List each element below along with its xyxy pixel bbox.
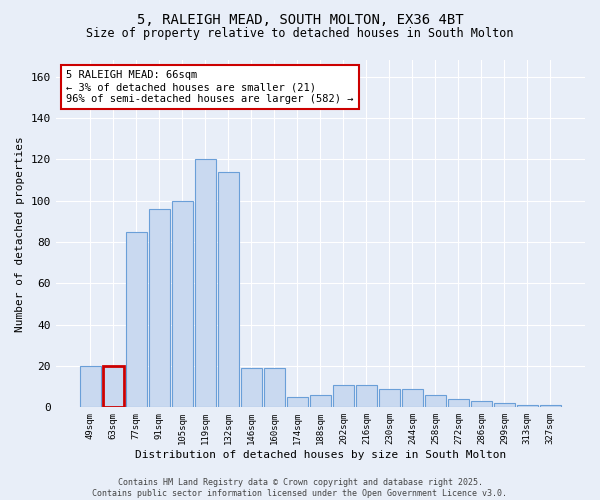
Text: Size of property relative to detached houses in South Molton: Size of property relative to detached ho… [86, 28, 514, 40]
Bar [218, 172, 239, 408]
Y-axis label: Number of detached properties: Number of detached properties [15, 136, 25, 332]
Text: Contains HM Land Registry data © Crown copyright and database right 2025.
Contai: Contains HM Land Registry data © Crown c… [92, 478, 508, 498]
Bar [80, 366, 101, 408]
Bar [310, 395, 331, 407]
Text: 5, RALEIGH MEAD, SOUTH MOLTON, EX36 4BT: 5, RALEIGH MEAD, SOUTH MOLTON, EX36 4BT [137, 12, 463, 26]
Bar [402, 388, 423, 407]
Bar [517, 406, 538, 407]
Bar [241, 368, 262, 408]
Bar [471, 401, 492, 407]
Text: 5 RALEIGH MEAD: 66sqm
← 3% of detached houses are smaller (21)
96% of semi-detac: 5 RALEIGH MEAD: 66sqm ← 3% of detached h… [66, 70, 354, 104]
Bar [356, 384, 377, 407]
Bar [448, 399, 469, 407]
Bar [379, 388, 400, 407]
Bar [172, 200, 193, 408]
Bar [195, 159, 216, 408]
Bar [540, 406, 561, 407]
Bar [494, 403, 515, 407]
Bar [333, 384, 354, 407]
Bar [264, 368, 285, 408]
Bar [126, 232, 147, 408]
Bar [287, 397, 308, 407]
Bar [149, 209, 170, 408]
Bar [103, 366, 124, 408]
Bar [425, 395, 446, 407]
X-axis label: Distribution of detached houses by size in South Molton: Distribution of detached houses by size … [135, 450, 506, 460]
